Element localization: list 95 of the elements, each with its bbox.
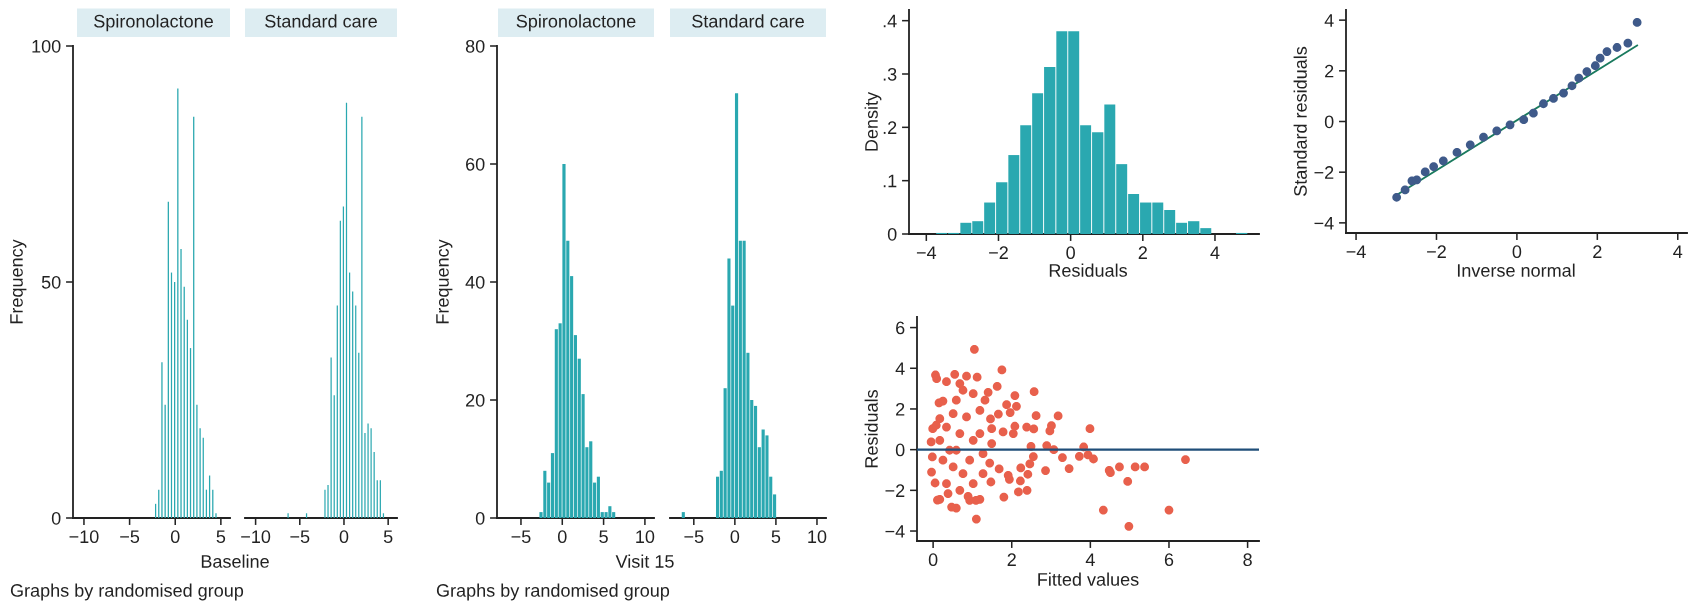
chart-title: Standard care: [265, 14, 377, 28]
x-axis-title: Baseline: [201, 554, 269, 568]
x-tick-label: 0: [339, 530, 349, 544]
x-tick-label: −4: [1346, 245, 1366, 258]
y-tick-label: 50: [41, 275, 61, 289]
x-tick-label: 4: [1673, 245, 1683, 258]
y-axis-title: Frequency: [10, 239, 27, 324]
x-tick-label: 2: [1593, 245, 1602, 258]
chart-title: Standard care: [692, 14, 804, 28]
x-tick-label: 0: [1066, 246, 1075, 260]
x-tick-label: −5: [290, 530, 310, 544]
x-tick-label: 5: [383, 530, 393, 544]
x-axis-title: Residuals: [1049, 263, 1127, 277]
x-tick-label: 4: [1210, 246, 1220, 259]
x-tick-label: 8: [1243, 553, 1252, 567]
y-axis-title: Density: [864, 91, 882, 151]
text: Graphs by randomised group: [436, 583, 670, 601]
y-tick-label: 80: [465, 39, 485, 53]
x-tick-label: 2: [1007, 553, 1016, 566]
text: Graphs by randomised group: [10, 583, 244, 601]
x-tick-label: 0: [730, 530, 740, 544]
x-tick-label: 0: [1512, 245, 1522, 259]
x-tick-label: 5: [599, 530, 608, 544]
point: [1479, 132, 1488, 142]
y-tick-label: 40: [465, 275, 485, 289]
point: [1429, 162, 1439, 171]
y-tick-label: 4: [895, 362, 905, 375]
y-tick-label: .4: [883, 14, 897, 28]
x-tick-label: −10: [69, 530, 99, 544]
point: [1539, 99, 1548, 109]
point: [1438, 156, 1448, 166]
x-tick-label: −5: [120, 530, 140, 544]
y-tick-label: −4: [1314, 216, 1334, 230]
y-axis-title: Frequency: [436, 239, 453, 324]
point: [1549, 94, 1558, 103]
x-tick-label: 4: [1085, 553, 1095, 566]
y-tick-label: .1: [883, 174, 897, 188]
x-tick-label: −10: [241, 530, 271, 544]
y-axis-title: Standard residuals: [1293, 46, 1307, 196]
point: [1612, 43, 1622, 52]
point: [1559, 88, 1568, 98]
point: [1632, 18, 1642, 27]
point: [1400, 185, 1410, 195]
y-tick-label: 0: [895, 443, 905, 457]
y-tick-label: 0: [475, 511, 485, 525]
x-axis-title: Visit 15: [615, 554, 674, 568]
y-tick-label: 60: [466, 157, 485, 171]
x-tick-label: 0: [928, 553, 938, 567]
x-tick-label: 5: [771, 530, 781, 544]
x-tick-label: 2: [1138, 246, 1147, 259]
chart-title: Spironolactone: [516, 14, 636, 32]
y-tick-label: 6: [896, 321, 905, 335]
point: [1492, 126, 1502, 136]
x-tick-label: 0: [557, 530, 567, 544]
y-tick-label: −2: [1314, 166, 1334, 179]
x-tick-label: 10: [808, 530, 827, 544]
x-tick-label: −2: [989, 246, 1008, 259]
y-tick-label: 0: [887, 227, 897, 241]
chart-title: Spironolactone: [94, 14, 213, 32]
point: [1529, 108, 1538, 118]
x-axis-title: Inverse normal: [1457, 263, 1575, 277]
x-tick-label: −4: [916, 246, 937, 259]
point: [1574, 73, 1584, 83]
x-axis-title: Fitted values: [1038, 572, 1139, 586]
point: [1590, 61, 1600, 71]
y-tick-label: −2: [885, 484, 905, 497]
y-axis-title: Residuals: [864, 390, 878, 468]
point: [1519, 115, 1529, 125]
point: [1623, 38, 1633, 48]
point: [1505, 120, 1515, 130]
y-tick-label: 2: [1325, 64, 1334, 78]
x-tick-label: 0: [170, 530, 180, 544]
point: [1602, 47, 1612, 56]
x-tick-label: −2: [1427, 245, 1446, 258]
point: [1420, 167, 1430, 177]
x-tick-label: −5: [684, 530, 704, 544]
point: [1465, 140, 1475, 150]
point: [1595, 53, 1605, 63]
point: [1392, 192, 1402, 202]
x-tick-label: 5: [216, 530, 226, 544]
y-tick-label: 2: [896, 402, 905, 416]
point: [1582, 67, 1592, 76]
point: [1452, 148, 1462, 157]
y-tick-label: .2: [883, 121, 897, 134]
y-tick-label: .3: [883, 67, 897, 81]
x-tick-label: −5: [511, 530, 531, 544]
y-tick-label: 100: [32, 39, 61, 53]
y-tick-label: 0: [51, 511, 61, 525]
y-tick-label: 20: [466, 393, 485, 407]
x-tick-label: 6: [1164, 553, 1174, 567]
y-tick-label: 0: [1324, 115, 1334, 129]
y-tick-label: 4: [1324, 14, 1334, 27]
point: [1567, 81, 1577, 91]
x-tick-label: 10: [636, 530, 655, 544]
point: [1412, 175, 1422, 185]
